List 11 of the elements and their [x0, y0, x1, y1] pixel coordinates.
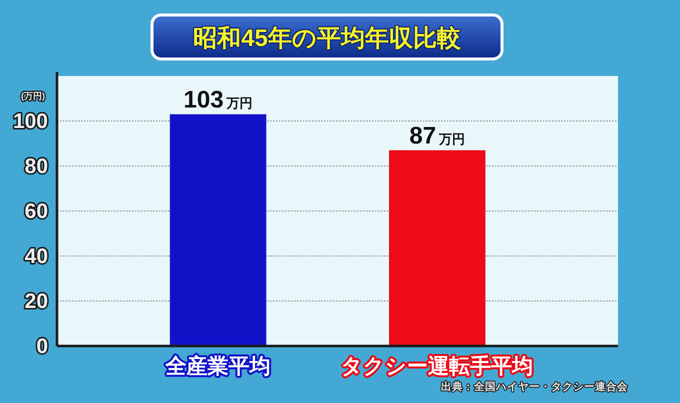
source-note: 出典：全国ハイヤー・タクシー連合会 — [441, 380, 629, 393]
y-tick-label: 80 — [24, 155, 48, 178]
y-tick-label: 20 — [24, 290, 48, 313]
y-axis-title: (万円) — [21, 91, 45, 101]
x-tick-label: タクシー運転手平均 — [341, 355, 534, 378]
y-tick-label: 100 — [12, 110, 48, 133]
x-tick-label: 全産業平均 — [164, 354, 271, 378]
y-tick-label: 0 — [36, 335, 48, 358]
chart-title: 昭和45年の平均年収比較 — [193, 25, 462, 52]
y-tick-label: 40 — [24, 245, 48, 268]
y-tick-label: 60 — [24, 200, 48, 223]
